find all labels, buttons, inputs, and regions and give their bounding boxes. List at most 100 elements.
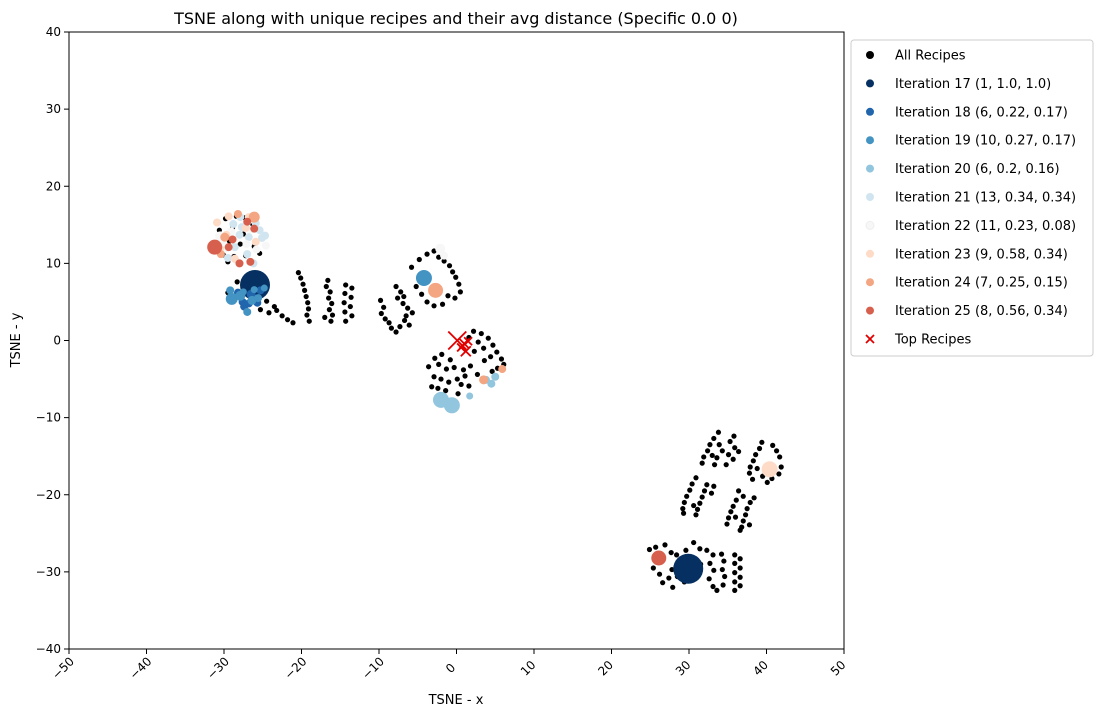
iteration-point: [261, 241, 270, 250]
recipe-point: [668, 549, 674, 556]
recipe-point: [733, 497, 739, 503]
legend-marker: [866, 278, 874, 287]
recipe-point: [397, 324, 403, 330]
recipe-point: [234, 279, 240, 285]
recipe-point: [462, 373, 468, 379]
recipe-point: [711, 462, 718, 468]
iteration-point: [243, 250, 252, 259]
legend-label: Iteration 23 (9, 0.58, 0.34): [895, 247, 1068, 262]
x-tick-label: −30: [204, 654, 232, 682]
recipe-point: [691, 502, 697, 509]
legend-marker: [866, 79, 874, 88]
recipe-point: [305, 306, 312, 312]
iteration-point: [651, 550, 667, 566]
recipe-point: [737, 527, 743, 533]
recipe-point: [419, 291, 425, 297]
recipe-point: [454, 376, 460, 382]
iteration-point: [761, 461, 778, 478]
recipe-point: [666, 575, 672, 581]
recipe-point: [732, 587, 738, 593]
recipe-point: [401, 317, 408, 324]
y-tick-label: 10: [46, 256, 61, 270]
iteration-point: [235, 230, 244, 239]
iteration-point: [244, 233, 253, 242]
iteration-point: [673, 553, 704, 584]
legend-label: Iteration 18 (6, 0.22, 0.17): [895, 105, 1068, 120]
recipe-point: [435, 385, 441, 391]
recipe-point: [660, 580, 666, 586]
iteration-point: [435, 243, 446, 254]
recipe-point: [706, 576, 712, 582]
recipe-point: [445, 293, 451, 299]
recipe-point: [694, 506, 701, 513]
recipe-point: [348, 294, 354, 300]
iteration-point: [428, 282, 444, 298]
series-group: [207, 217, 667, 566]
recipe-point: [441, 258, 447, 264]
recipe-point: [485, 335, 491, 341]
recipe-point: [699, 460, 705, 466]
recipe-point: [274, 307, 280, 314]
recipe-point: [732, 514, 739, 520]
recipe-point: [342, 309, 348, 315]
legend-entry: Iteration 23 (9, 0.58, 0.34): [866, 247, 1068, 262]
recipe-point: [431, 303, 437, 309]
iteration-point: [246, 257, 255, 266]
recipe-point: [737, 565, 743, 571]
recipe-point: [298, 275, 304, 281]
recipe-point: [718, 551, 725, 557]
legend-label: All Recipes: [895, 49, 966, 64]
recipe-point: [347, 303, 353, 310]
legend-marker: [866, 164, 874, 173]
iteration-point: [229, 220, 238, 229]
recipe-point: [452, 295, 458, 301]
recipe-point: [322, 314, 328, 320]
x-tick-label: 40: [750, 658, 771, 679]
recipe-point: [723, 462, 729, 468]
recipe-point: [466, 383, 472, 389]
recipe-point: [439, 351, 445, 357]
iteration-point: [239, 288, 247, 296]
recipe-point: [714, 587, 720, 593]
iteration-point: [225, 292, 238, 305]
series-group: [447, 330, 473, 357]
y-tick-label: −10: [36, 411, 61, 425]
x-tick-label: −10: [359, 654, 387, 682]
recipe-point: [653, 544, 659, 550]
chart-title: TSNE along with unique recipes and their…: [173, 9, 738, 28]
recipe-point: [705, 448, 711, 454]
iteration-point: [498, 365, 507, 374]
legend-label: Iteration 25 (8, 0.56, 0.34): [895, 304, 1068, 319]
recipe-point: [707, 560, 713, 566]
recipe-point: [325, 277, 331, 283]
iteration-point: [415, 270, 432, 287]
recipe-point: [711, 483, 717, 489]
recipe-point: [403, 313, 409, 319]
recipe-point: [498, 356, 505, 362]
recipe-point: [393, 283, 399, 290]
iteration-point: [250, 224, 259, 233]
series-group: [225, 270, 432, 316]
x-axis-label: TSNE - x: [428, 693, 484, 708]
recipe-point: [719, 566, 725, 573]
recipe-point: [329, 300, 335, 307]
x-tick-label: −40: [127, 654, 155, 682]
recipe-point: [279, 313, 285, 319]
recipe-point: [470, 328, 477, 334]
y-axis-ticks: −40 −30 −20 −10 0 10 20 30 40: [36, 25, 69, 656]
recipe-point: [778, 464, 784, 470]
recipe-point: [687, 487, 693, 493]
recipe-point: [708, 490, 715, 496]
iteration-point: [491, 372, 500, 381]
recipe-point: [670, 584, 676, 590]
recipe-point: [728, 509, 734, 515]
iteration-point: [242, 240, 251, 249]
y-tick-label: −30: [36, 565, 61, 579]
legend-marker: [866, 136, 874, 145]
iteration-point: [250, 286, 258, 294]
y-tick-label: 30: [46, 102, 61, 116]
recipe-point: [714, 455, 720, 461]
recipe-point: [349, 285, 355, 291]
recipe-point: [381, 304, 387, 310]
